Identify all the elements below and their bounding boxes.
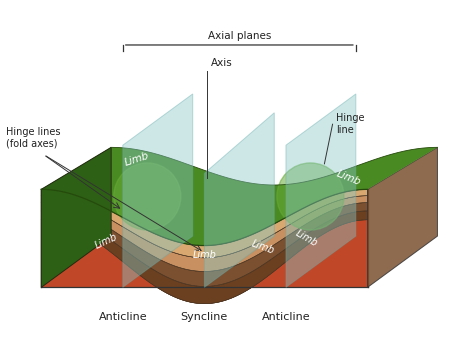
- Polygon shape: [41, 220, 367, 304]
- Text: Axial planes: Axial planes: [208, 31, 271, 41]
- Circle shape: [277, 163, 344, 230]
- Text: Limb: Limb: [335, 168, 363, 187]
- Polygon shape: [367, 147, 438, 287]
- Polygon shape: [41, 211, 367, 304]
- Polygon shape: [41, 203, 367, 286]
- Polygon shape: [286, 94, 356, 287]
- Text: Limb: Limb: [192, 250, 216, 260]
- Text: Anticline: Anticline: [262, 312, 310, 322]
- Polygon shape: [123, 94, 193, 287]
- Text: Limb: Limb: [250, 239, 275, 257]
- Text: Limb: Limb: [294, 228, 320, 249]
- Polygon shape: [204, 113, 274, 287]
- Text: Hinge
line: Hinge line: [336, 113, 365, 135]
- Text: Syncline: Syncline: [181, 312, 228, 322]
- Text: Limb: Limb: [93, 231, 119, 250]
- Polygon shape: [41, 147, 438, 246]
- Polygon shape: [41, 189, 367, 258]
- Circle shape: [114, 163, 181, 230]
- Text: Hinge lines
(fold axes): Hinge lines (fold axes): [6, 127, 61, 148]
- Text: Axis: Axis: [211, 58, 233, 68]
- Text: Limb: Limb: [123, 151, 150, 168]
- Polygon shape: [41, 147, 111, 287]
- Polygon shape: [41, 196, 367, 271]
- Text: Anticline: Anticline: [99, 312, 147, 322]
